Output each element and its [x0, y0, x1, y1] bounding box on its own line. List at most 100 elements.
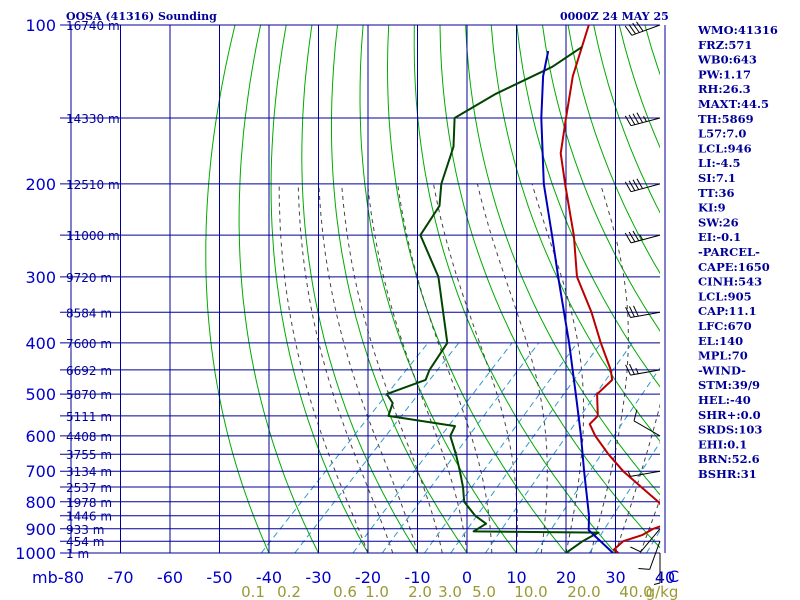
moist-adiabat-line	[433, 183, 518, 553]
dry-adiabat-line	[301, 25, 419, 553]
index-value: EI:-0.1	[698, 230, 741, 244]
wind-barb	[627, 470, 661, 477]
index-value: TT:36	[698, 186, 735, 200]
wind-barb-flag	[636, 21, 644, 32]
dry-adiabat-line	[542, 25, 660, 332]
wind-barb-staff	[630, 234, 661, 244]
index-value: LCL:905	[698, 289, 752, 303]
wind-barb-half-flag	[627, 470, 631, 477]
height-label: 6692 m	[66, 364, 112, 378]
wind-barb-staff	[630, 183, 661, 193]
wind-barb-staff	[633, 420, 661, 437]
temperature-tick-label: 10	[506, 568, 526, 587]
wind-barb	[630, 528, 661, 553]
wind-barb-flag	[632, 230, 640, 242]
wind-barb-flag	[636, 178, 644, 189]
wind-barb-flag	[628, 231, 636, 243]
index-value: RH:26.3	[698, 82, 751, 96]
temperature-tick-label: 20	[556, 568, 576, 587]
temperature-tick-label: -40	[256, 568, 282, 587]
height-label: 16740 m	[66, 19, 120, 33]
temperature-tick-label: -80	[58, 568, 84, 587]
pressure-tick-label: 800	[25, 493, 56, 512]
moist-adiabat-line	[476, 183, 548, 553]
dry-adiabat-line	[238, 25, 320, 553]
pressure-tick-label: 400	[25, 334, 56, 353]
wind-barb-flag	[628, 180, 636, 191]
wind-barb	[624, 178, 661, 193]
index-value: -WIND-	[698, 363, 746, 377]
mixing-ratio-label: 40.0	[619, 583, 652, 600]
index-value: CAP:11.1	[698, 304, 757, 318]
wind-barb-staff	[631, 24, 661, 36]
index-value: SRDS:103	[698, 423, 762, 437]
index-value: MAXT:44.5	[698, 97, 769, 111]
index-value: CINH:543	[698, 275, 762, 289]
index-value: WB0:643	[697, 53, 757, 67]
index-value: LCL:946	[698, 141, 752, 155]
height-labels: 16740 m 14330 m 12510 m 11000 m 9720 m 8584 m…	[66, 19, 120, 561]
mixing-ratio-label: 2.0	[408, 583, 432, 600]
moist-adiabat-line	[397, 183, 493, 553]
wind-barb	[625, 305, 661, 318]
wind-barb-staff	[649, 541, 661, 570]
mixing-ratio-unit: g/kg	[646, 583, 679, 600]
wind-barb-half-flag	[639, 234, 644, 241]
wind-barbs	[624, 21, 661, 585]
index-value: CAPE:1650	[698, 260, 770, 274]
height-label: 4408 m	[66, 430, 112, 444]
height-label: 454 m	[66, 535, 104, 549]
index-value: -PARCEL-	[698, 245, 760, 259]
moist-adiabat-line	[341, 183, 443, 553]
profile-lines-group	[385, 25, 660, 553]
wind-barb-staff	[630, 311, 661, 318]
temperature-tick-label: -50	[206, 568, 232, 587]
index-value: LFC:670	[698, 319, 752, 333]
wind-barb-flag	[632, 179, 640, 190]
pressure-tick-label: 600	[25, 427, 56, 446]
dry-adiabat-line	[439, 25, 660, 549]
pressure-tick-label: 500	[25, 385, 56, 404]
wind-barb-half-flag	[635, 367, 639, 374]
mixing-ratio-line	[424, 342, 578, 553]
wind-barb-staff	[640, 528, 661, 553]
dry-adiabat-line	[593, 25, 660, 214]
temperature-tick-label: 30	[605, 568, 625, 587]
index-value: SHR+:0.0	[698, 408, 761, 422]
height-label: 7600 m	[66, 337, 112, 351]
index-value: BRN:52.6	[698, 452, 760, 466]
index-value: EHI:0.1	[698, 437, 747, 451]
index-value: HEL:-40	[698, 393, 751, 407]
mixing-ratio-label: 5.0	[472, 583, 496, 600]
index-value: L57:7.0	[698, 127, 746, 141]
wind-barb-flag	[624, 115, 632, 126]
wind-barb-half-flag	[653, 582, 661, 585]
index-value: SW:26	[698, 215, 739, 229]
pressure-tick-label: 700	[25, 462, 56, 481]
wind-barb-flag	[624, 232, 632, 244]
height-label: 3134 m	[66, 465, 112, 479]
mixing-ratio-label: 20.0	[567, 583, 600, 600]
moist-adiabat-line	[531, 183, 585, 553]
mixing-ratio-label: 0.1	[241, 583, 265, 600]
wind-barb-flag	[628, 24, 637, 35]
dry-adiabat-line	[490, 25, 660, 442]
height-label: 1 m	[66, 547, 89, 561]
wind-barb	[624, 112, 661, 127]
dry-adiabat-line	[205, 25, 270, 553]
index-value: MPL:70	[698, 349, 748, 363]
pressure-tick-label: 900	[25, 520, 56, 539]
dry-adiabat-line	[773, 25, 800, 564]
index-value: LI:-4.5	[698, 156, 741, 170]
temperature-profile-line	[559, 25, 660, 553]
pressure-tick-label: 100	[25, 16, 56, 35]
wind-barb-flag	[633, 305, 639, 317]
index-value: BSHR:31	[698, 467, 757, 481]
wind-barb-flag	[632, 113, 640, 124]
index-value: TH:5869	[698, 112, 754, 126]
pressure-axis-unit: mb	[32, 568, 58, 587]
temperature-tick-label: -60	[157, 568, 183, 587]
wind-barb-flag	[630, 546, 641, 553]
height-label: 14330 m	[66, 112, 120, 126]
